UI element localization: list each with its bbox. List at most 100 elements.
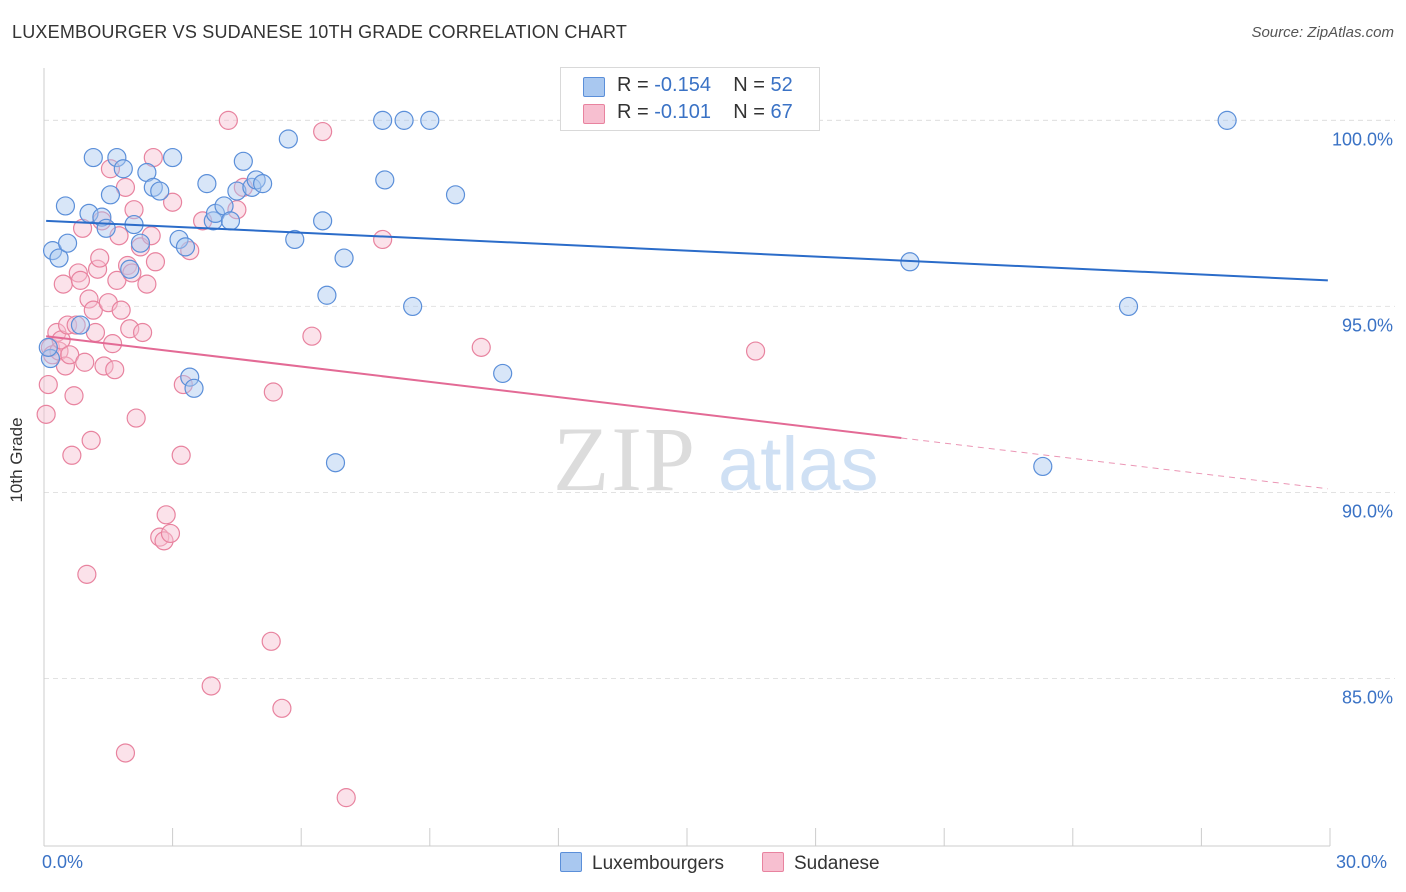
source-label: Source: ZipAtlas.com bbox=[1251, 24, 1394, 41]
luxembourger-point bbox=[403, 296, 423, 317]
sudanese-point bbox=[111, 300, 131, 320]
stats-legend: R = -0.154 N = 52 R = -0.101 N = 67 bbox=[560, 67, 820, 131]
luxembourger-point bbox=[373, 110, 393, 130]
sudanese-point bbox=[75, 352, 95, 372]
r-label: R = bbox=[617, 74, 649, 96]
sudanese-point bbox=[90, 248, 110, 268]
legend-item-luxembourgers[interactable]: Luxembourgers bbox=[560, 852, 724, 875]
sudanese-point bbox=[173, 374, 193, 395]
sudanese-point bbox=[132, 322, 153, 343]
luxembourger-point bbox=[49, 248, 69, 268]
luxembourger-point bbox=[57, 233, 78, 253]
sudanese-point bbox=[94, 356, 114, 376]
luxembourger-point bbox=[220, 211, 241, 231]
sudanese-point bbox=[64, 386, 84, 406]
legend-swatch-blue bbox=[583, 77, 605, 97]
sudanese-point bbox=[154, 531, 174, 551]
sudanese-point bbox=[105, 360, 125, 380]
luxembourger-point bbox=[1217, 110, 1237, 130]
x-tick-label-min: 0.0% bbox=[42, 852, 84, 872]
luxembourger-point bbox=[70, 315, 91, 335]
watermark-zip: ZIP bbox=[553, 408, 697, 510]
sudanese-point bbox=[163, 192, 183, 212]
sudanese-point bbox=[218, 110, 238, 130]
luxembourger-point bbox=[55, 196, 76, 216]
gridlines bbox=[44, 119, 1395, 680]
sudanese-point bbox=[171, 445, 191, 465]
sudanese-point bbox=[145, 252, 166, 272]
sudanese-point bbox=[36, 404, 56, 424]
luxembourger-point bbox=[92, 207, 112, 227]
n-label: N = bbox=[733, 101, 765, 123]
sudanese-point bbox=[79, 289, 99, 309]
watermark-atlas: atlas bbox=[718, 422, 879, 507]
luxembourger-point bbox=[420, 110, 440, 130]
luxembourger-point bbox=[325, 453, 346, 473]
sudanese-point bbox=[160, 523, 181, 544]
sudanese-point bbox=[227, 200, 247, 220]
y-tick-label: 100.0% bbox=[1332, 129, 1393, 149]
luxembourger-point bbox=[313, 211, 333, 231]
luxembourger-point bbox=[96, 218, 116, 238]
r-value: -0.154 bbox=[654, 74, 711, 96]
sudanese-point bbox=[313, 121, 333, 142]
sudanese-point bbox=[38, 374, 58, 395]
luxembourger-point bbox=[184, 378, 204, 398]
luxembourger-point bbox=[203, 211, 223, 231]
luxembourger-point bbox=[394, 110, 414, 130]
y-tick-label: 90.0% bbox=[1342, 501, 1393, 521]
sudanese-trend-extension bbox=[901, 437, 1328, 490]
luxembourger-trend-line bbox=[46, 219, 1328, 282]
n-value: 67 bbox=[770, 101, 793, 123]
sudanese-point bbox=[302, 326, 322, 346]
sudanese-point bbox=[77, 564, 97, 584]
legend-label: Sudanese bbox=[794, 853, 880, 874]
sudanese-point bbox=[115, 743, 136, 763]
sudanese-point bbox=[373, 229, 393, 250]
legend-swatch-pink bbox=[583, 104, 605, 124]
r-value: -0.101 bbox=[654, 101, 711, 123]
y-axis-label: 10th Grade bbox=[7, 417, 26, 503]
legend-swatch-pink bbox=[762, 852, 784, 872]
luxembourger-point bbox=[38, 337, 58, 357]
luxembourger-point bbox=[180, 367, 200, 387]
sudanese-point bbox=[272, 698, 292, 718]
sudanese-point bbox=[263, 382, 283, 402]
luxembourger-point bbox=[445, 185, 466, 205]
sudanese-point bbox=[126, 408, 146, 428]
luxembourger-point bbox=[120, 259, 140, 279]
x-tick-label-max: 30.0% bbox=[1336, 852, 1388, 872]
axes bbox=[43, 68, 1331, 847]
chart-title: LUXEMBOURGER VS SUDANESE 10TH GRADE CORR… bbox=[12, 22, 628, 42]
sudanese-point bbox=[141, 226, 161, 246]
luxembourger-point bbox=[83, 147, 103, 168]
luxembourger-point bbox=[334, 248, 354, 268]
trend-lines bbox=[46, 219, 1328, 490]
sudanese-point bbox=[745, 341, 766, 361]
luxembourger-point bbox=[278, 129, 298, 149]
luxembourger-point bbox=[169, 229, 189, 250]
legend-item-sudanese[interactable]: Sudanese bbox=[762, 852, 880, 875]
sudanese-point bbox=[120, 319, 140, 339]
sudanese-point bbox=[156, 505, 176, 525]
luxembourger-point bbox=[150, 181, 170, 201]
sudanese-point bbox=[68, 263, 88, 283]
sudanese-point bbox=[66, 315, 86, 335]
luxembourger-point bbox=[1033, 456, 1053, 477]
sudanese-point bbox=[70, 270, 91, 290]
r-label: R = bbox=[617, 101, 649, 123]
luxembourger-point bbox=[493, 363, 513, 384]
luxembourger-point bbox=[175, 237, 196, 257]
y-tick-label: 95.0% bbox=[1342, 315, 1393, 335]
n-value: 52 bbox=[770, 74, 793, 96]
luxembourger-point bbox=[285, 229, 305, 250]
sudanese-point bbox=[137, 274, 157, 294]
sudanese-point bbox=[124, 200, 144, 220]
n-label: N = bbox=[733, 74, 765, 96]
sudanese-trend-line bbox=[46, 335, 902, 439]
sudanese-point bbox=[336, 788, 356, 808]
legend-label: Luxembourgers bbox=[592, 853, 725, 874]
sudanese-points bbox=[36, 110, 766, 808]
sudanese-point bbox=[81, 430, 101, 450]
